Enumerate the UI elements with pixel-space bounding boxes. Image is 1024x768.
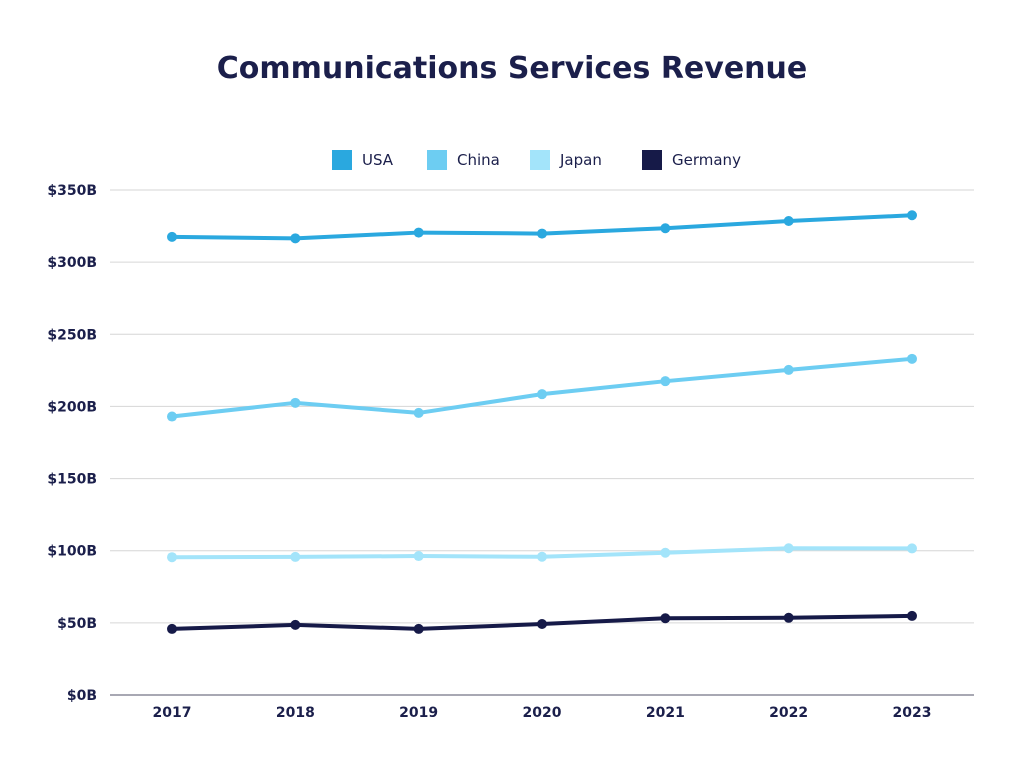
data-point xyxy=(907,611,917,621)
data-point xyxy=(290,233,300,243)
data-point xyxy=(784,365,794,375)
y-tick-label: $0B xyxy=(67,688,97,704)
line-chart: Communications Services Revenue USA China… xyxy=(0,0,1024,768)
x-tick-label: 2018 xyxy=(276,705,315,721)
y-axis-ticks: $0B $50B $100B $150B $200B $250B $300B $350B xyxy=(47,183,97,704)
x-tick-label: 2023 xyxy=(893,705,932,721)
data-point xyxy=(167,552,177,562)
data-point xyxy=(537,619,547,629)
x-axis-ticks: 2017 2018 2019 2020 2021 2022 2023 xyxy=(153,705,932,721)
data-point xyxy=(290,620,300,630)
legend-item: China xyxy=(427,150,500,170)
data-point xyxy=(290,398,300,408)
series-japan xyxy=(167,543,917,562)
data-point xyxy=(414,551,424,561)
data-point xyxy=(907,543,917,553)
series-china xyxy=(167,354,917,422)
legend-swatch xyxy=(530,150,550,170)
data-point xyxy=(784,216,794,226)
legend-swatch xyxy=(427,150,447,170)
y-tick-label: $350B xyxy=(47,183,97,199)
data-point xyxy=(167,624,177,634)
y-tick-label: $300B xyxy=(47,255,97,271)
data-point xyxy=(660,223,670,233)
legend-item: Japan xyxy=(530,150,602,170)
data-point xyxy=(660,613,670,623)
data-point xyxy=(167,232,177,242)
data-point xyxy=(167,412,177,422)
data-point xyxy=(414,228,424,238)
data-point xyxy=(907,210,917,220)
y-tick-label: $250B xyxy=(47,327,97,343)
x-tick-label: 2022 xyxy=(769,705,808,721)
data-point xyxy=(660,376,670,386)
legend-item: USA xyxy=(332,150,394,170)
data-point xyxy=(414,408,424,418)
data-point xyxy=(414,624,424,634)
data-point xyxy=(784,613,794,623)
series-line xyxy=(172,359,912,417)
chart-title: Communications Services Revenue xyxy=(217,51,808,86)
series-layer xyxy=(167,210,917,634)
legend-label: China xyxy=(457,151,500,169)
legend-item: Germany xyxy=(642,150,741,170)
data-point xyxy=(784,543,794,553)
legend-swatch xyxy=(642,150,662,170)
y-tick-label: $100B xyxy=(47,544,97,560)
series-usa xyxy=(167,210,917,243)
legend-label: USA xyxy=(362,151,394,169)
x-tick-label: 2021 xyxy=(646,705,685,721)
x-tick-label: 2020 xyxy=(523,705,562,721)
y-tick-label: $200B xyxy=(47,399,97,415)
data-point xyxy=(290,552,300,562)
legend-swatch xyxy=(332,150,352,170)
x-tick-label: 2019 xyxy=(399,705,438,721)
data-point xyxy=(537,229,547,239)
legend-label: Japan xyxy=(559,151,602,169)
data-point xyxy=(907,354,917,364)
y-tick-label: $150B xyxy=(47,472,97,488)
data-point xyxy=(537,552,547,562)
x-tick-label: 2017 xyxy=(153,705,192,721)
y-tick-label: $50B xyxy=(57,616,97,632)
data-point xyxy=(660,548,670,558)
data-point xyxy=(537,389,547,399)
legend-label: Germany xyxy=(672,151,741,169)
legend: USA China Japan Germany xyxy=(332,150,741,170)
